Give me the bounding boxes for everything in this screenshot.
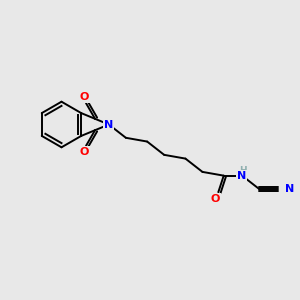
Text: N: N (237, 171, 246, 181)
Text: H: H (239, 166, 247, 175)
Text: N: N (104, 119, 113, 130)
Text: O: O (80, 92, 89, 102)
Text: O: O (80, 147, 89, 157)
Text: N: N (285, 184, 294, 194)
Text: O: O (211, 194, 220, 204)
